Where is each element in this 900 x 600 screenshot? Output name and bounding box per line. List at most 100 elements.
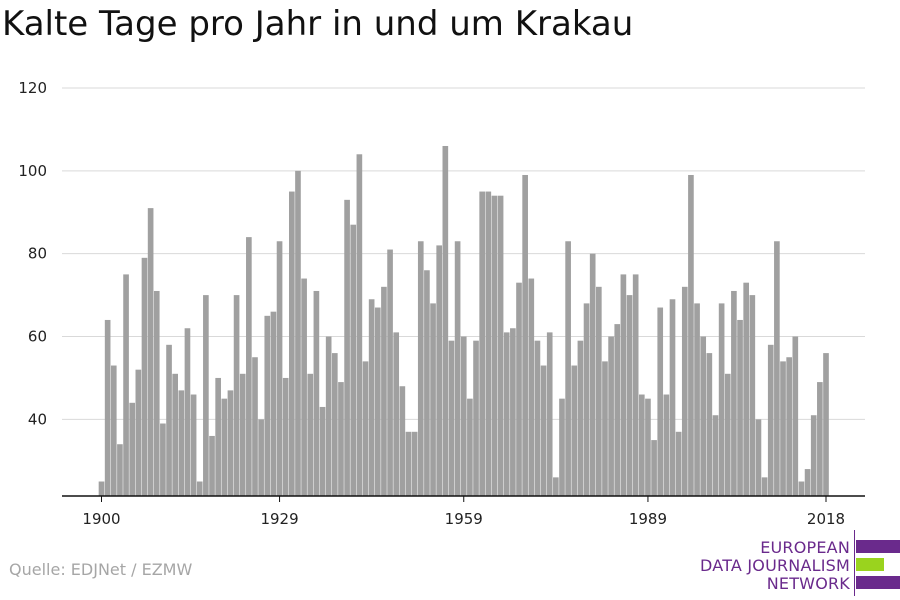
bar-1940	[344, 199, 350, 496]
bar-2010	[774, 241, 780, 496]
bar-1965	[497, 195, 504, 496]
bar-1959	[460, 336, 467, 496]
bar-2009	[767, 344, 774, 496]
bar-1921	[227, 390, 234, 496]
bar-2004	[737, 319, 743, 496]
logo-text-line-3: NETWORK	[766, 574, 850, 593]
bar-1909	[153, 290, 160, 496]
bar-2012	[786, 357, 792, 496]
bar-1912	[172, 373, 179, 496]
x-tick-label-1900: 1900	[82, 510, 120, 528]
bar-1906	[135, 369, 142, 496]
bar-1958	[454, 241, 461, 496]
bar-2006	[749, 295, 756, 496]
bar-1986	[626, 295, 633, 496]
x-tick-label-2018: 2018	[807, 510, 845, 528]
y-tick-label-80: 80	[28, 245, 47, 263]
bar-1974	[553, 477, 559, 496]
bar-1942	[356, 154, 363, 496]
bar-1976	[565, 241, 571, 496]
bar-1943	[362, 361, 369, 496]
y-tick-label-40: 40	[28, 410, 47, 428]
bar-1946	[381, 286, 387, 496]
bar-1908	[147, 208, 154, 496]
bar-1905	[129, 402, 136, 496]
bar-1967	[510, 328, 516, 496]
bar-2002	[724, 373, 731, 496]
bar-1984	[614, 324, 621, 496]
bar-1955	[436, 245, 443, 496]
logo-divider	[854, 530, 855, 596]
bar-1949	[399, 386, 406, 496]
bar-1981	[596, 286, 602, 496]
bar-2015	[804, 469, 811, 496]
bar-1932	[295, 170, 301, 496]
bar-2018	[823, 353, 829, 496]
bar-1971	[534, 340, 541, 496]
bar-1951	[411, 431, 418, 496]
bar-1964	[491, 195, 498, 496]
x-axis-labels: 1900 1929 1959 1989 2018	[82, 510, 845, 528]
bar-1937	[325, 336, 332, 496]
bar-1922	[233, 295, 240, 496]
bar-1904	[123, 274, 129, 496]
bar-1979	[583, 303, 590, 496]
bar-1962	[479, 191, 485, 497]
bar-1972	[540, 365, 547, 496]
bar-1966	[503, 332, 510, 496]
bar-2005	[743, 282, 750, 496]
bar-2017	[817, 382, 823, 496]
bar-1900	[98, 481, 105, 496]
bar-1919	[215, 377, 221, 496]
bar-1980	[589, 253, 596, 496]
bar-1941	[350, 224, 357, 496]
logo-text-line-1: EUROPEAN	[760, 538, 850, 557]
bar-2011	[780, 361, 786, 496]
edjnet-logo: EUROPEAN DATA JOURNALISM NETWORK	[696, 530, 900, 596]
bar-1982	[602, 361, 608, 496]
x-tick-label-1989: 1989	[629, 510, 667, 528]
bar-1917	[203, 295, 209, 496]
bar-1956	[442, 145, 449, 496]
bar-1992	[663, 394, 670, 496]
axes	[62, 495, 865, 502]
bar-1973	[546, 332, 553, 496]
bar-1928	[270, 311, 277, 496]
logo-bar-purple-top	[856, 540, 900, 553]
bar-2016	[810, 415, 817, 496]
bar-1926	[258, 419, 264, 496]
bar-1950	[405, 431, 412, 496]
bar-1998	[700, 336, 707, 496]
bar-1975	[559, 398, 565, 496]
bar-1952	[417, 241, 424, 496]
logo-bar-green	[856, 558, 884, 571]
x-tick-label-1959: 1959	[445, 510, 483, 528]
bar-1933	[301, 278, 307, 496]
bar-series	[98, 145, 829, 497]
bar-1913	[178, 390, 185, 496]
bar-1915	[190, 394, 197, 496]
bar-1920	[221, 398, 228, 496]
bar-1983	[608, 336, 614, 496]
bar-1936	[319, 406, 326, 496]
bar-2003	[731, 290, 737, 496]
bar-1953	[424, 270, 430, 496]
bar-1994	[675, 431, 682, 496]
bar-1954	[430, 303, 436, 496]
y-tick-label-120: 120	[18, 79, 47, 97]
bar-1957	[448, 340, 455, 496]
bar-2001	[718, 303, 725, 496]
bar-1923	[239, 373, 246, 496]
bar-1939	[338, 382, 344, 496]
bar-1927	[264, 315, 271, 496]
bar-1989	[645, 398, 651, 496]
bar-2013	[792, 336, 799, 496]
y-tick-label-100: 100	[18, 162, 47, 180]
bar-1960	[467, 398, 473, 496]
x-tick-label-1929: 1929	[260, 510, 298, 528]
bar-1968	[516, 282, 522, 496]
bar-1988	[638, 394, 645, 496]
bar-1948	[393, 332, 400, 496]
bar-1999	[706, 353, 713, 496]
